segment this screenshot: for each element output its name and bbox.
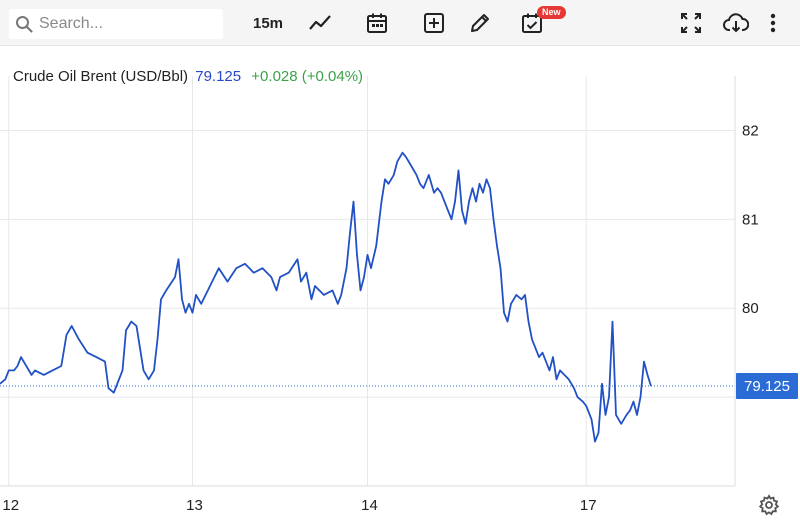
chart-legend: Crude Oil Brent (USD/Bbl) 79.125 +0.028 … <box>13 68 363 85</box>
grid <box>0 76 736 487</box>
line-chart-icon <box>309 15 331 30</box>
last-price-tag: 79.125 <box>736 373 798 399</box>
events-button[interactable] <box>518 9 546 37</box>
x-axis: 12 13 14 17 <box>2 497 596 514</box>
gear-icon[interactable] <box>758 494 780 516</box>
y-tick-label: 80 <box>742 300 759 317</box>
more-vertical-icon <box>770 13 776 33</box>
search-box <box>9 9 223 39</box>
price-chart[interactable]: 80 81 82 12 13 14 17 <box>0 46 800 527</box>
calendar-check-icon <box>522 13 542 33</box>
download-button[interactable] <box>721 9 751 37</box>
x-tick-label: 13 <box>186 497 203 514</box>
x-tick-label: 17 <box>580 497 597 514</box>
more-options-button[interactable] <box>763 9 783 37</box>
draw-button[interactable] <box>466 9 494 37</box>
x-tick-label: 14 <box>361 497 378 514</box>
calendar-icon <box>367 13 387 33</box>
legend-price: 79.125 <box>195 68 242 85</box>
series-line <box>0 151 652 443</box>
chart-toolbar: 15m New <box>0 0 800 46</box>
legend-change: +0.028 (+0.04%) <box>251 68 364 85</box>
x-tick-label: 12 <box>2 497 19 514</box>
y-tick-label: 81 <box>742 211 759 228</box>
fullscreen-button[interactable] <box>677 9 705 37</box>
cloud-download-icon <box>723 13 749 33</box>
y-tick-label: 82 <box>742 122 759 139</box>
new-badge: New <box>537 6 566 19</box>
y-axis: 80 81 82 <box>742 122 759 317</box>
search-icon <box>16 16 33 33</box>
pencil-icon <box>471 14 489 32</box>
search-input[interactable] <box>39 14 215 34</box>
fullscreen-icon <box>681 13 701 33</box>
chart-type-button[interactable] <box>306 9 334 37</box>
instrument-name: Crude Oil Brent (USD/Bbl) <box>13 68 189 85</box>
interval-selector[interactable]: 15m <box>252 14 284 32</box>
date-range-button[interactable] <box>363 9 391 37</box>
add-indicator-button[interactable] <box>420 9 448 37</box>
add-indicator-icon <box>424 13 444 33</box>
